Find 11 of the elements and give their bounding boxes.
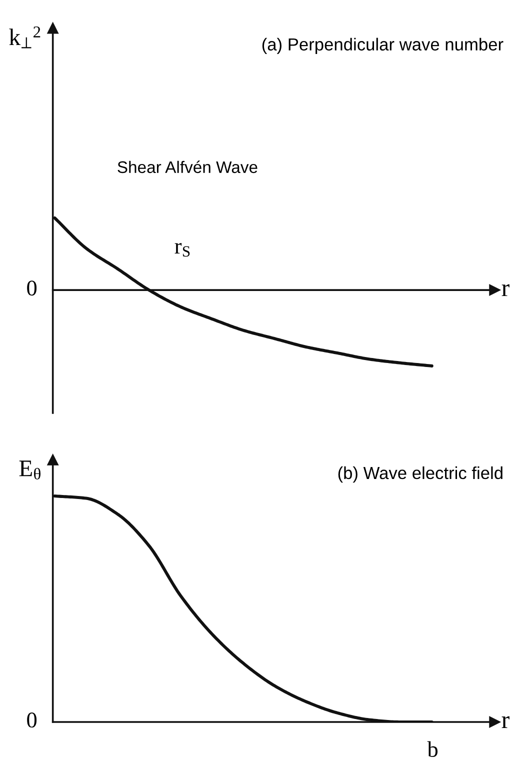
text: Shear Alfvén Wave — [118, 160, 258, 174]
x-axis-title: r — [502, 716, 510, 728]
chart-title: (b) Wave electric field — [338, 466, 502, 483]
x-axis-title: r — [502, 284, 510, 296]
annotation: r$_{S}$ — [174, 242, 190, 257]
chart-title: (a) Perpendicular wave number — [262, 38, 504, 54]
text: 0 — [27, 280, 37, 296]
text: b — [427, 741, 438, 757]
y-axis-title: k$_{⊥}$$^{2}$ — [9, 26, 40, 48]
y-axis-title: E$_{θ}$ — [19, 460, 40, 480]
text: 0 — [27, 712, 37, 728]
